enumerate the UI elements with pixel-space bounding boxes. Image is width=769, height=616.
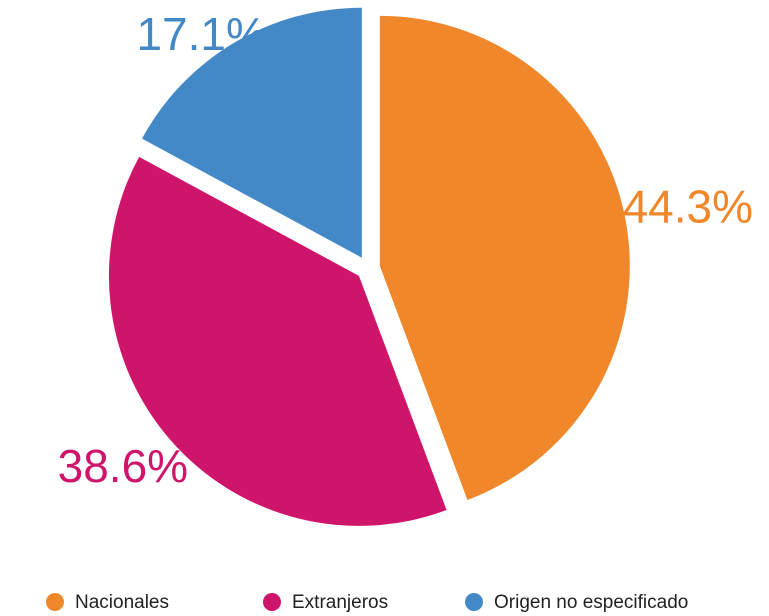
slice-label: 44.3%	[623, 180, 753, 232]
pie-slice	[142, 7, 362, 258]
slice-label: 17.1%	[136, 8, 266, 60]
legend-label: Nacionales	[75, 592, 169, 613]
pie-slice	[379, 15, 630, 501]
legend-marker	[46, 593, 64, 611]
slice-label: 38.6%	[58, 440, 188, 492]
pie-slice	[108, 156, 447, 526]
legend-label: Origen no especificado	[494, 592, 688, 613]
legend-marker	[263, 593, 281, 611]
legend-marker	[465, 593, 483, 611]
legend-label: Extranjeros	[292, 592, 388, 613]
